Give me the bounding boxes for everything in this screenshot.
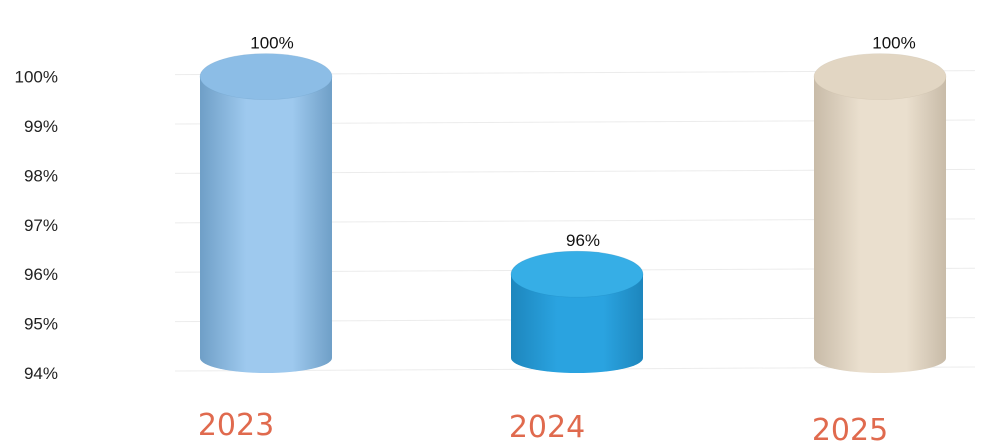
data-label: 96% [566, 231, 600, 250]
y-tick-label: 98% [24, 166, 58, 185]
data-label: 100% [250, 34, 293, 53]
y-tick-label: 99% [24, 117, 58, 136]
bar-2025 [813, 53, 947, 374]
data-labels: 100% 96% 100% [250, 34, 915, 251]
bar-2023 [199, 53, 333, 374]
bars [199, 53, 947, 374]
y-tick-label: 95% [24, 315, 58, 334]
y-tick-label: 96% [24, 265, 58, 284]
bar-body [814, 76, 946, 374]
bar-body [511, 274, 643, 373]
y-axis-ticks: 94% 95% 96% 97% 98% 99% 100% [15, 68, 58, 383]
y-tick-label: 94% [24, 364, 58, 383]
data-label: 100% [872, 34, 915, 53]
bar-top [199, 53, 333, 100]
bar-top [813, 53, 947, 100]
category-label: 2023 [198, 408, 274, 443]
bar-body [200, 76, 332, 374]
category-labels: 2023 2024 2025 [198, 408, 888, 444]
bar-2024 [510, 250, 644, 373]
bar-top [510, 250, 644, 298]
y-tick-label: 97% [24, 216, 58, 235]
y-tick-label: 100% [15, 68, 58, 87]
category-label: 2025 [812, 413, 888, 444]
category-label: 2024 [509, 410, 585, 444]
